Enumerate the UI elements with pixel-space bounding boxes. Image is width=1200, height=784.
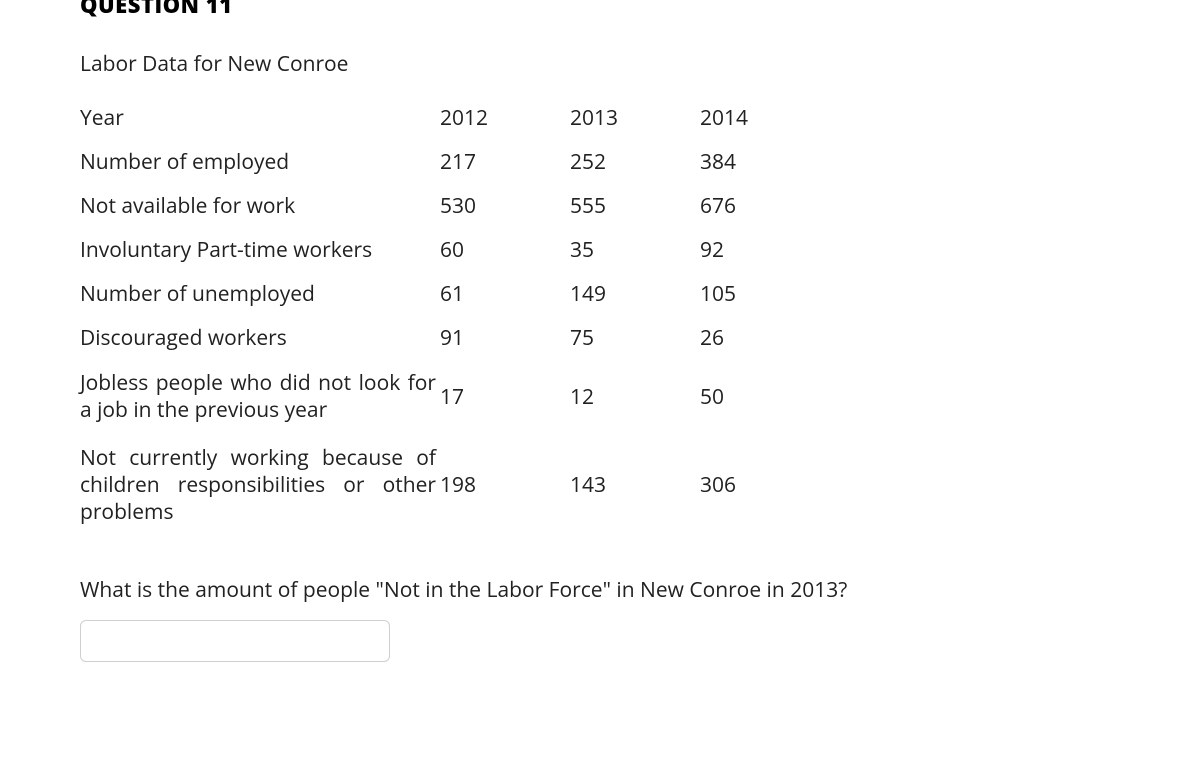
row-label: Involuntary Part-time workers	[80, 228, 440, 272]
labor-data-table: Year201220132014Number of employed217252…	[80, 96, 830, 536]
table-row: Involuntary Part-time workers603592	[80, 228, 830, 272]
table-row: Not available for work530555676	[80, 184, 830, 228]
cell-value: 35	[570, 228, 700, 272]
cell-value: 555	[570, 184, 700, 228]
cell-value: 530	[440, 184, 570, 228]
cell-value: 198	[440, 435, 570, 537]
cell-value: 149	[570, 272, 700, 316]
table-row: Year201220132014	[80, 96, 830, 140]
table-row: Number of employed217252384	[80, 140, 830, 184]
row-label: Number of unemployed	[80, 272, 440, 316]
cell-value: 306	[700, 435, 830, 537]
row-label: Discouraged workers	[80, 316, 440, 360]
cell-value: 2014	[700, 96, 830, 140]
cell-value: 252	[570, 140, 700, 184]
row-label: Not available for work	[80, 184, 440, 228]
cell-value: 105	[700, 272, 830, 316]
cell-value: 384	[700, 140, 830, 184]
table-row: Jobless people who did not look for a jo…	[80, 360, 830, 435]
cell-value: 92	[700, 228, 830, 272]
cell-value: 217	[440, 140, 570, 184]
question-container: QUESTION 11 Labor Data for New Conroe Ye…	[0, 0, 1200, 662]
cell-value: 60	[440, 228, 570, 272]
cell-value: 2013	[570, 96, 700, 140]
table-row: Number of unemployed61149105	[80, 272, 830, 316]
answer-input[interactable]	[80, 620, 390, 662]
cell-value: 676	[700, 184, 830, 228]
cell-value: 75	[570, 316, 700, 360]
row-label: Year	[80, 96, 440, 140]
cell-value: 2012	[440, 96, 570, 140]
row-label: Not currently working because of childre…	[80, 435, 440, 537]
row-label: Jobless people who did not look for a jo…	[80, 360, 440, 435]
table-title: Labor Data for New Conroe	[80, 50, 1120, 78]
table-row: Discouraged workers917526	[80, 316, 830, 360]
cell-value: 26	[700, 316, 830, 360]
cell-value: 91	[440, 316, 570, 360]
question-text: What is the amount of people "Not in the…	[80, 576, 1120, 604]
cell-value: 12	[570, 360, 700, 435]
cell-value: 17	[440, 360, 570, 435]
table-row: Not currently working because of childre…	[80, 435, 830, 537]
cell-value: 61	[440, 272, 570, 316]
question-header: QUESTION 11	[80, 0, 1120, 20]
cell-value: 143	[570, 435, 700, 537]
cell-value: 50	[700, 360, 830, 435]
row-label: Number of employed	[80, 140, 440, 184]
